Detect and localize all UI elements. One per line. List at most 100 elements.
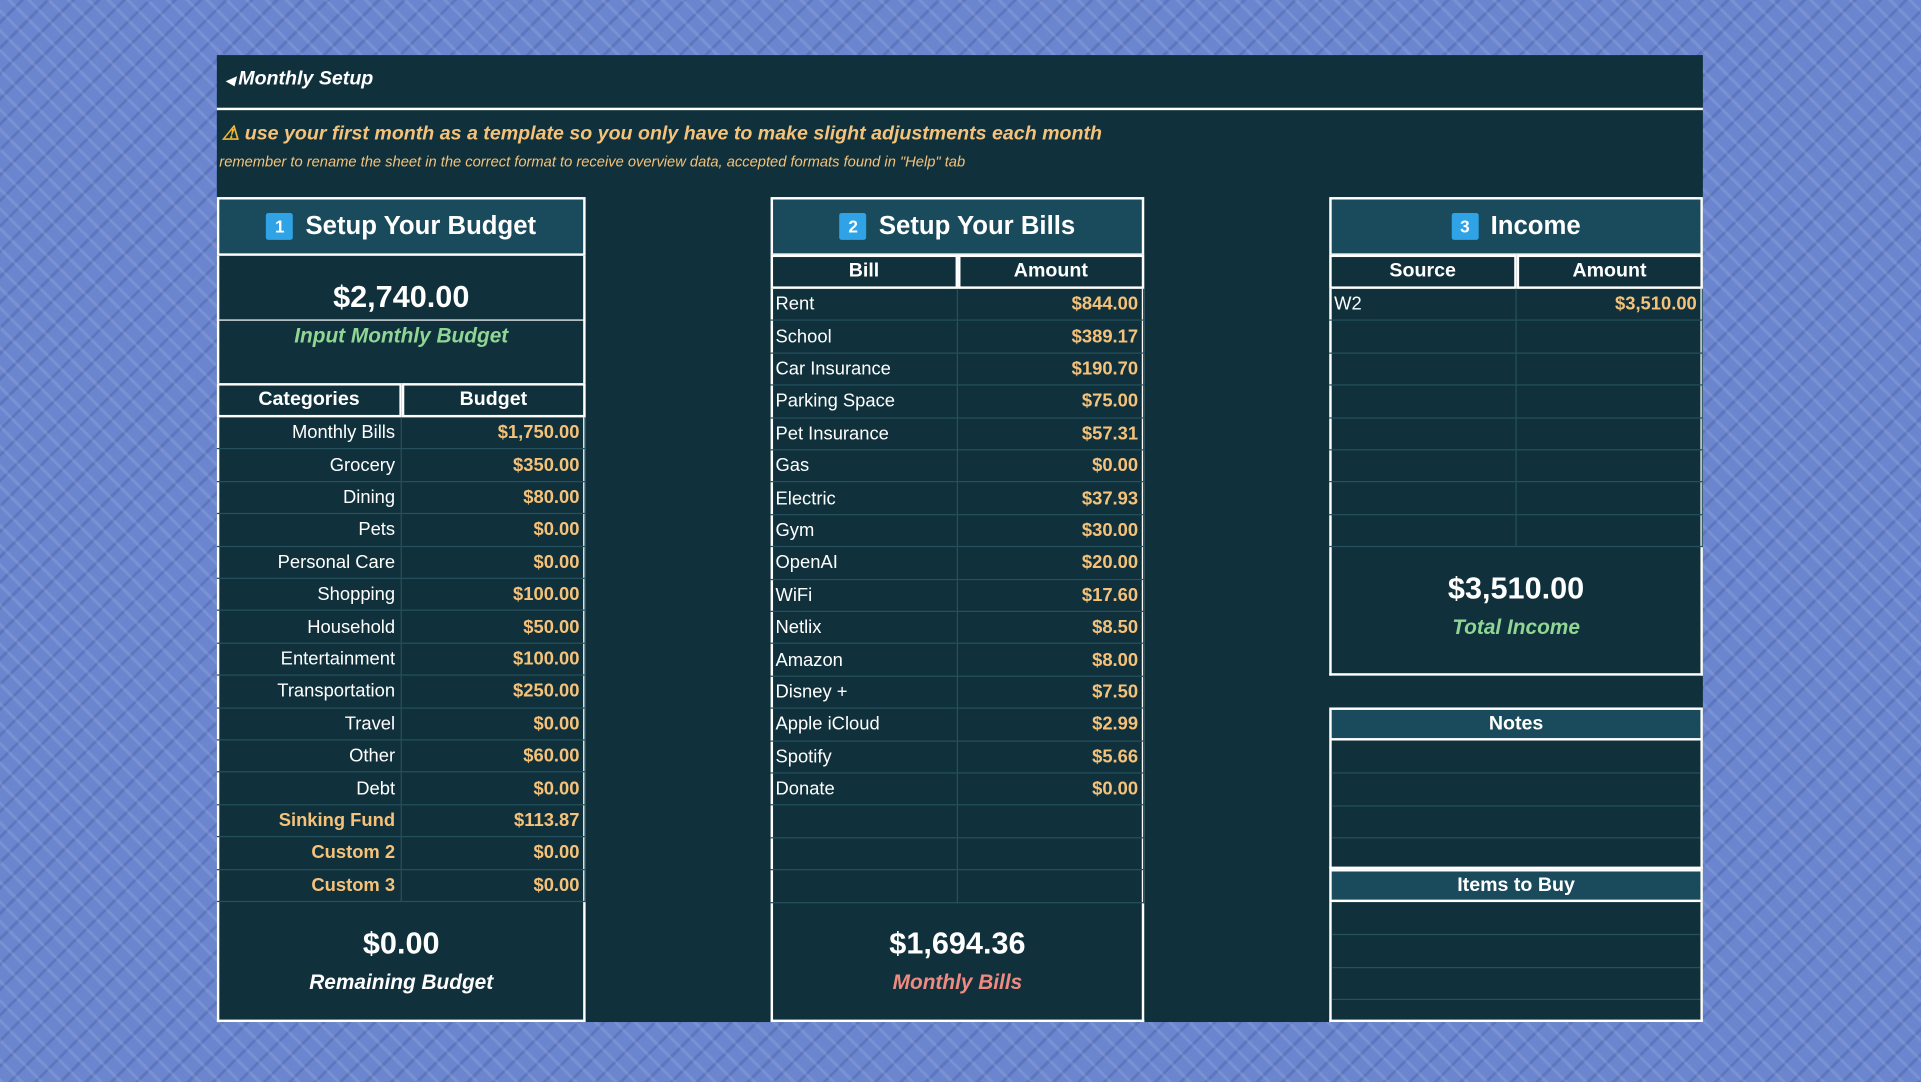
row-value: $250.00 [401,675,586,709]
column-header: Categories [216,383,402,418]
row-label: Household [216,611,402,644]
row-value: $1,750.00 [401,417,586,450]
row-value: $50.00 [401,611,586,644]
section-frame [216,255,586,1023]
budget-label: Input Monthly Budget [294,324,509,348]
bills-total-label: Monthly Bills [892,970,1023,994]
row-label: Entertainment [216,643,402,676]
row-value [957,838,1145,871]
sheet-title[interactable]: ◀ Monthly Setup [225,68,374,90]
row-value: $0.00 [957,773,1145,806]
row-value [1516,482,1703,516]
row-value: $0.00 [401,708,586,741]
row-label: Custom 2 [216,837,402,870]
remaining-label: Remaining Budget [309,970,494,994]
row-label: Pets [216,514,402,547]
row-value [1516,353,1703,386]
row-label [1329,353,1517,386]
row-value: $20.00 [957,547,1145,580]
row-label: Netlix [770,612,958,645]
row-value: $100.00 [401,643,586,676]
row-label: Sinking Fund [216,805,402,838]
notes-frame [1329,740,1703,870]
row-label [1329,450,1517,483]
row-value: $8.50 [957,612,1145,645]
row-value: $389.17 [957,321,1145,354]
items-header: Items to Buy [1329,869,1703,903]
row-label [1329,515,1517,548]
row-label: Spotify [770,741,958,774]
section-frame [770,255,1145,1023]
row-label [1329,482,1517,516]
title-text: Setup Your Bills [878,211,1076,240]
step-badge: 2 [839,212,867,240]
title-text: Setup Your Budget [305,211,537,240]
row-value: $75.00 [957,385,1145,419]
remaining-amount: $0.00 [362,926,440,961]
row-value: $2.99 [957,708,1145,742]
row-label: Dining [216,482,402,515]
row-value: $80.00 [401,482,586,515]
divider [216,107,1703,111]
row-value [1516,515,1703,548]
row-label: Electric [770,482,958,516]
row-label: Car Insurance [770,353,958,386]
row-label: Amazon [770,644,958,677]
row-label: Travel [216,708,402,741]
row-label [1329,385,1517,419]
row-value [1516,450,1703,483]
column-header: Amount [1516,254,1703,289]
section-title: 1 Setup Your Budget [216,197,586,256]
row-line [1331,966,1701,968]
row-label: Debt [216,772,402,806]
row-value: $100.00 [401,578,586,612]
row-value [1516,418,1703,451]
row-label [1329,418,1517,451]
row-label: Parking Space [770,385,958,419]
row-label: Pet Insurance [770,418,958,451]
row-value: $190.70 [957,353,1145,386]
row-value: $0.00 [957,450,1145,483]
column-header: Bill [770,254,958,289]
row-label: OpenAI [770,547,958,580]
row-label: Grocery [216,449,402,482]
row-label: Gym [770,515,958,548]
row-label [770,838,958,871]
row-value [1516,321,1703,354]
row-line [1331,999,1701,1001]
row-value [957,870,1145,903]
row-label: Apple iCloud [770,708,958,742]
row-label: Rent [770,288,958,322]
row-label: Shopping [216,578,402,612]
row-value: $57.31 [957,418,1145,451]
row-value: $0.00 [401,869,586,903]
bills-total: $1,694.36 [889,926,1026,961]
section-title: 2 Setup Your Bills [770,197,1145,256]
title-text: Income [1490,211,1581,240]
row-value: $844.00 [957,288,1145,322]
row-value: $0.00 [401,546,586,579]
notes-header: Notes [1329,707,1703,741]
row-line [1331,837,1701,839]
income-total-label: Total Income [1452,615,1580,639]
column-header: Source [1329,254,1517,289]
row-value: $350.00 [401,449,586,482]
row-label: Other [216,740,402,773]
row-label: Monthly Bills [216,417,402,450]
row-line [1331,934,1701,936]
step-badge: 3 [1451,212,1479,240]
row-label [770,870,958,903]
row-label [770,805,958,839]
column-header: Amount [957,254,1145,289]
income-total: $3,510.00 [1447,571,1585,606]
row-label: Gas [770,450,958,483]
row-label: Custom 3 [216,869,402,903]
row-value: $5.66 [957,741,1145,774]
row-value: $113.87 [401,805,586,838]
row-label: Disney + [770,676,958,709]
row-value: $3,510.00 [1516,288,1703,322]
row-value: $0.00 [401,837,586,870]
row-line [1331,772,1701,775]
section-frame [1329,255,1703,676]
